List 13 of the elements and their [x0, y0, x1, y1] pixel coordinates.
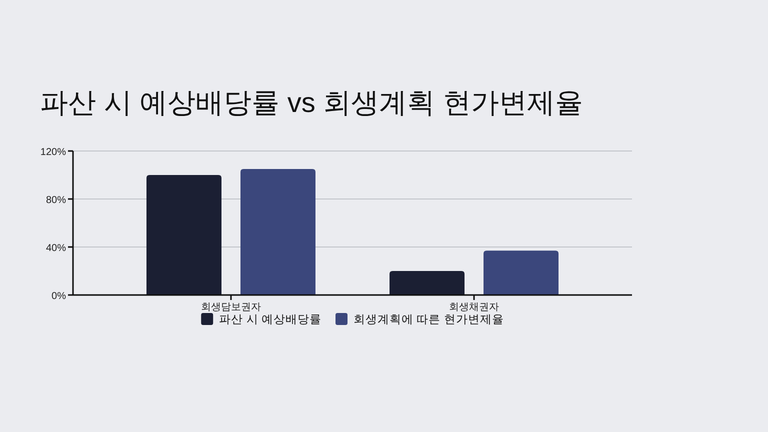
y-tick-label: 0%: [52, 291, 66, 302]
legend-label: 파산 시 예상배당률: [219, 314, 322, 326]
x-tick-label: 회생담보권자: [200, 302, 261, 313]
bar: [146, 175, 222, 295]
y-tick-label: 120%: [40, 147, 66, 158]
legend-label: 회생계획에 따른 현가변제율: [354, 314, 504, 326]
bar: [240, 169, 316, 295]
y-tick-label: 80%: [46, 195, 66, 206]
bar: [484, 250, 559, 295]
bar: [390, 271, 465, 295]
chart-title: 파산 시 예상배당률 vs 회생계획 현가변제율: [40, 87, 583, 118]
y-tick-label: 40%: [46, 243, 66, 254]
x-tick-label: 회생채권자: [449, 302, 500, 313]
